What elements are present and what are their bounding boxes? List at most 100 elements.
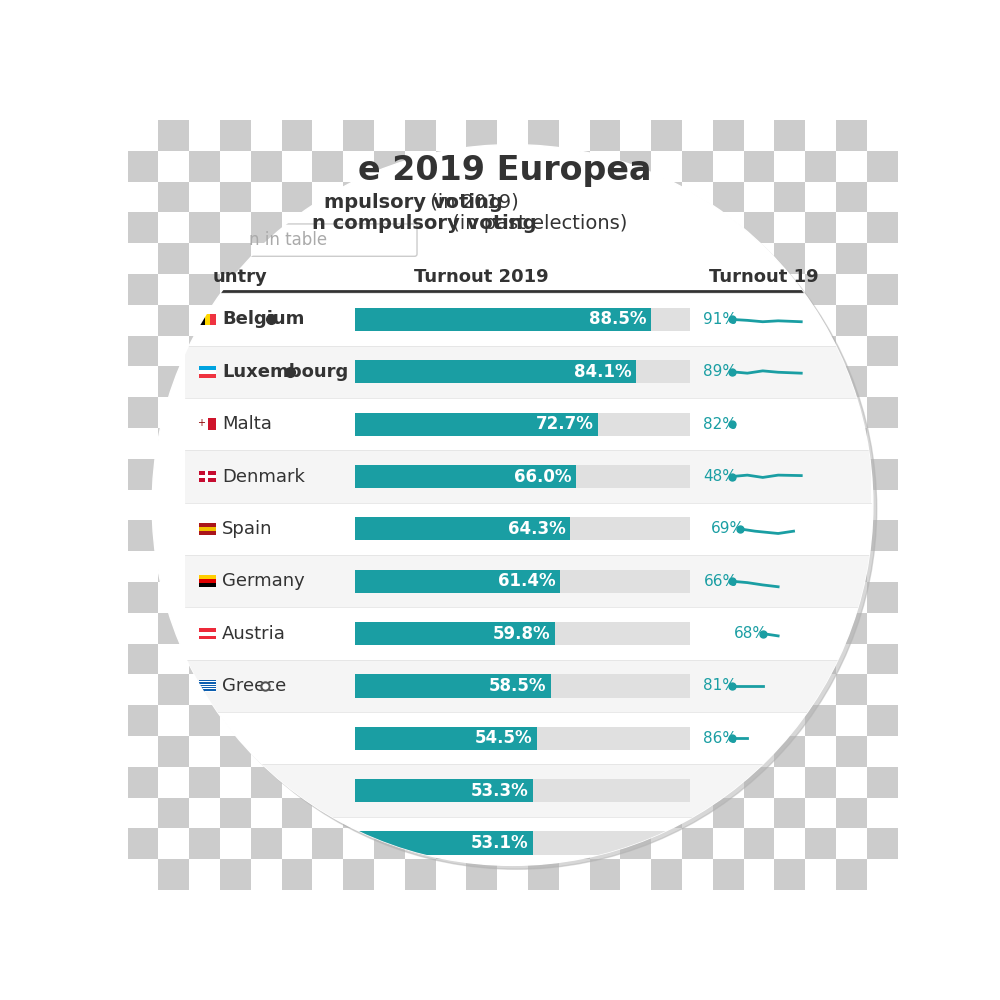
Bar: [466, 58, 497, 89]
Bar: [528, 490, 559, 520]
Bar: [128, 490, 158, 520]
Bar: [928, 243, 959, 274]
Bar: [682, 582, 713, 613]
Bar: [836, 89, 867, 120]
Bar: [497, 459, 528, 490]
Bar: [713, 243, 744, 274]
Bar: [651, 120, 682, 151]
Bar: [651, 705, 682, 736]
Bar: [189, 428, 220, 459]
Bar: [128, 305, 158, 336]
Bar: [436, 274, 466, 305]
Bar: [713, 89, 744, 120]
Text: 66.0%: 66.0%: [514, 468, 571, 486]
Bar: [928, 120, 959, 151]
Bar: [620, 798, 651, 828]
Bar: [436, 182, 466, 212]
Bar: [312, 151, 343, 182]
Bar: [312, 859, 343, 890]
Bar: [374, 212, 405, 243]
Bar: [928, 828, 959, 859]
Bar: [867, 366, 898, 397]
Bar: [158, 613, 189, 644]
Bar: [774, 859, 805, 890]
Bar: [713, 551, 744, 582]
Bar: [158, 243, 189, 274]
Bar: [528, 151, 559, 182]
Bar: [374, 551, 405, 582]
Bar: [312, 243, 343, 274]
Bar: [355, 674, 690, 698]
Bar: [867, 243, 898, 274]
Bar: [774, 459, 805, 490]
Bar: [158, 212, 189, 243]
Bar: [355, 779, 690, 802]
Bar: [466, 366, 497, 397]
Bar: [405, 520, 436, 551]
Bar: [590, 397, 620, 428]
Bar: [744, 520, 774, 551]
Bar: [374, 859, 405, 890]
Bar: [220, 212, 251, 243]
Bar: [312, 212, 343, 243]
Bar: [355, 308, 690, 331]
Bar: [898, 305, 928, 336]
Bar: [528, 243, 559, 274]
Bar: [282, 644, 312, 674]
Bar: [713, 490, 744, 520]
Bar: [805, 58, 836, 89]
Bar: [682, 644, 713, 674]
Bar: [199, 691, 216, 692]
Bar: [343, 336, 374, 366]
Text: 58.5%: 58.5%: [488, 677, 546, 695]
Bar: [466, 120, 497, 151]
Bar: [867, 182, 898, 212]
Bar: [436, 520, 466, 551]
Bar: [713, 459, 744, 490]
Bar: [199, 366, 216, 370]
Bar: [805, 674, 836, 705]
Bar: [651, 736, 682, 767]
Bar: [355, 831, 690, 855]
Bar: [559, 828, 590, 859]
Bar: [355, 465, 690, 488]
Bar: [185, 503, 871, 555]
Bar: [405, 490, 436, 520]
Bar: [528, 674, 559, 705]
Bar: [374, 120, 405, 151]
Bar: [312, 613, 343, 644]
Bar: [128, 182, 158, 212]
Bar: [867, 397, 898, 428]
Bar: [374, 336, 405, 366]
Bar: [867, 212, 898, 243]
Bar: [682, 336, 713, 366]
Bar: [355, 831, 533, 855]
Bar: [497, 428, 528, 459]
Bar: [898, 767, 928, 798]
Bar: [220, 705, 251, 736]
Bar: [651, 859, 682, 890]
Bar: [343, 551, 374, 582]
Bar: [836, 859, 867, 890]
Bar: [205, 471, 208, 482]
Bar: [282, 151, 312, 182]
Bar: [405, 366, 436, 397]
Bar: [374, 644, 405, 674]
FancyBboxPatch shape: [239, 224, 417, 256]
Bar: [128, 459, 158, 490]
Bar: [744, 644, 774, 674]
Text: 86%: 86%: [703, 731, 737, 746]
Bar: [590, 274, 620, 305]
Bar: [651, 89, 682, 120]
Bar: [405, 798, 436, 828]
Bar: [805, 397, 836, 428]
Bar: [836, 58, 867, 89]
Bar: [713, 305, 744, 336]
Bar: [158, 366, 189, 397]
Bar: [928, 798, 959, 828]
Bar: [128, 428, 158, 459]
Bar: [651, 366, 682, 397]
Bar: [343, 767, 374, 798]
Bar: [199, 475, 216, 478]
Bar: [528, 828, 559, 859]
